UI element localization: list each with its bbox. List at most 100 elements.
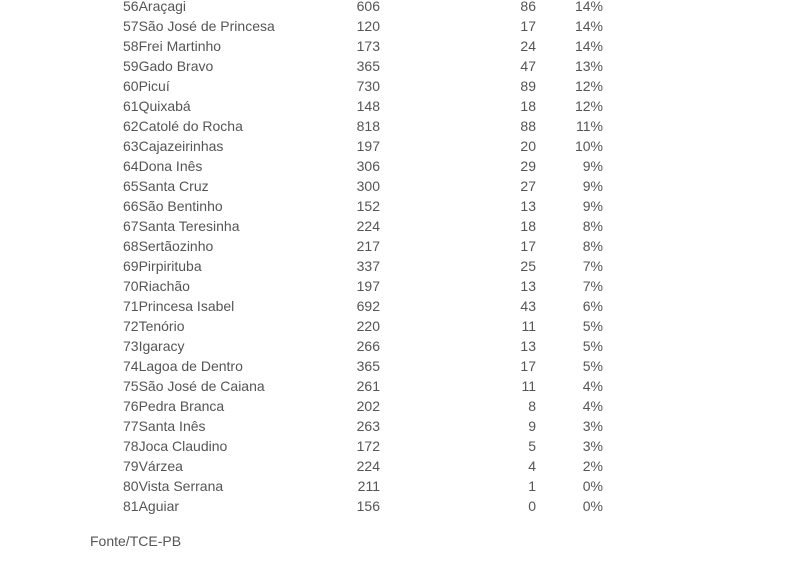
municipality-cell: 81Aguiar bbox=[123, 496, 179, 516]
rank: 65 bbox=[123, 178, 139, 194]
table-row: 57São José de Princesa 120 17 14% bbox=[0, 16, 797, 36]
rank: 60 bbox=[123, 78, 139, 94]
value-a-cell: 263 bbox=[356, 418, 380, 434]
percent-cell: 5% bbox=[582, 318, 603, 334]
rank: 80 bbox=[123, 478, 139, 494]
value-a-cell: 261 bbox=[356, 378, 380, 394]
percent-cell: 12% bbox=[574, 78, 603, 94]
percent-cell: 11% bbox=[576, 118, 603, 134]
municipality-cell: 58Frei Martinho bbox=[123, 36, 221, 56]
municipality-name: Várzea bbox=[138, 458, 183, 474]
municipality-name: São José de Caiana bbox=[138, 378, 265, 394]
municipality-cell: 63Cajazeirinhas bbox=[123, 136, 223, 156]
value-a-cell: 211 bbox=[357, 478, 380, 494]
value-a-cell: 692 bbox=[356, 298, 380, 314]
municipality-name: Pedra Branca bbox=[138, 398, 225, 414]
value-b-cell: 24 bbox=[520, 38, 536, 54]
municipality-name: Princesa Isabel bbox=[138, 298, 235, 314]
source-note: Fonte/TCE-PB bbox=[90, 533, 182, 549]
value-a-cell: 156 bbox=[356, 498, 380, 514]
value-b-cell: 13 bbox=[520, 338, 536, 354]
municipality-cell: 59Gado Bravo bbox=[123, 56, 213, 76]
municipality-table: 56Araçagi 606 86 14% 57São José de Princesa 1… bbox=[0, 0, 797, 516]
value-b-cell: 86 bbox=[520, 0, 536, 14]
rank: 67 bbox=[123, 218, 139, 234]
value-b-cell: 43 bbox=[520, 298, 536, 314]
municipality-name: Tenório bbox=[138, 318, 185, 334]
value-b-cell: 4 bbox=[528, 458, 536, 474]
percent-cell: 8% bbox=[582, 238, 603, 254]
percent-cell: 0% bbox=[582, 478, 603, 494]
value-b-cell: 13 bbox=[520, 198, 536, 214]
percent-cell: 9% bbox=[582, 198, 603, 214]
value-a-cell: 337 bbox=[356, 258, 380, 274]
value-b-cell: 18 bbox=[520, 218, 536, 234]
percent-cell: 5% bbox=[582, 358, 603, 374]
table-row: 59Gado Bravo 365 47 13% bbox=[0, 56, 797, 76]
percent-cell: 13% bbox=[574, 58, 603, 74]
municipality-name: Aguiar bbox=[138, 498, 180, 514]
table-row: 61Quixabá 148 18 12% bbox=[0, 96, 797, 116]
value-a-cell: 224 bbox=[356, 458, 380, 474]
table-row: 79Várzea 224 4 2% bbox=[0, 456, 797, 476]
municipality-name: Frei Martinho bbox=[138, 38, 222, 54]
municipality-name: Joca Claudino bbox=[138, 438, 228, 454]
value-a-cell: 148 bbox=[356, 98, 380, 114]
rank: 73 bbox=[123, 338, 139, 354]
rank: 62 bbox=[123, 118, 139, 134]
percent-cell: 14% bbox=[574, 18, 603, 34]
value-a-cell: 300 bbox=[356, 178, 380, 194]
table-row: 71Princesa Isabel 692 43 6% bbox=[0, 296, 797, 316]
table-row: 60Picuí 730 89 12% bbox=[0, 76, 797, 96]
rank: 61 bbox=[123, 98, 139, 114]
municipality-cell: 67Santa Teresinha bbox=[123, 216, 240, 236]
value-b-cell: 5 bbox=[528, 438, 536, 454]
percent-cell: 10% bbox=[574, 138, 603, 154]
value-a-cell: 202 bbox=[356, 398, 380, 414]
municipality-cell: 80Vista Serrana bbox=[123, 476, 223, 496]
table-row: 63Cajazeirinhas 197 20 10% bbox=[0, 136, 797, 156]
value-b-cell: 17 bbox=[520, 18, 536, 34]
table-row: 74Lagoa de Dentro 365 17 5% bbox=[0, 356, 797, 376]
municipality-cell: 78Joca Claudino bbox=[123, 436, 227, 456]
table-row: 68Sertãozinho 217 17 8% bbox=[0, 236, 797, 256]
table-row: 64Dona Inês 306 29 9% bbox=[0, 156, 797, 176]
municipality-cell: 56Araçagi bbox=[123, 0, 186, 16]
municipality-cell: 77Santa Inês bbox=[123, 416, 206, 436]
municipality-name: Catolé do Rocha bbox=[138, 118, 243, 134]
value-a-cell: 173 bbox=[356, 38, 380, 54]
municipality-name: Vista Serrana bbox=[138, 478, 224, 494]
percent-cell: 4% bbox=[582, 378, 603, 394]
rank: 68 bbox=[123, 238, 139, 254]
table-row: 80Vista Serrana 211 1 0% bbox=[0, 476, 797, 496]
percent-cell: 3% bbox=[582, 418, 603, 434]
municipality-name: Sertãozinho bbox=[138, 238, 214, 254]
value-b-cell: 11 bbox=[521, 318, 536, 334]
value-b-cell: 88 bbox=[520, 118, 536, 134]
rank: 78 bbox=[123, 438, 139, 454]
rank: 66 bbox=[123, 198, 139, 214]
municipality-name: Santa Inês bbox=[138, 418, 206, 434]
value-a-cell: 217 bbox=[356, 238, 380, 254]
municipality-name: Gado Bravo bbox=[138, 58, 214, 74]
table-row: 76Pedra Branca 202 8 4% bbox=[0, 396, 797, 416]
municipality-cell: 79Várzea bbox=[123, 456, 183, 476]
value-b-cell: 20 bbox=[520, 138, 536, 154]
municipality-name: Quixabá bbox=[138, 98, 191, 114]
municipality-cell: 65Santa Cruz bbox=[123, 176, 209, 196]
percent-cell: 8% bbox=[582, 218, 603, 234]
rank: 71 bbox=[123, 298, 139, 314]
rank: 64 bbox=[123, 158, 139, 174]
municipality-name: Santa Teresinha bbox=[138, 218, 240, 234]
municipality-cell: 73Igaracy bbox=[123, 336, 185, 356]
value-b-cell: 17 bbox=[520, 358, 536, 374]
value-a-cell: 306 bbox=[356, 158, 380, 174]
value-b-cell: 8 bbox=[528, 398, 536, 414]
value-b-cell: 47 bbox=[520, 58, 536, 74]
municipality-cell: 72Tenório bbox=[123, 316, 185, 336]
municipality-name: Igaracy bbox=[138, 338, 185, 354]
municipality-cell: 76Pedra Branca bbox=[123, 396, 224, 416]
value-b-cell: 0 bbox=[528, 498, 536, 514]
rank: 63 bbox=[123, 138, 139, 154]
value-a-cell: 266 bbox=[356, 338, 380, 354]
